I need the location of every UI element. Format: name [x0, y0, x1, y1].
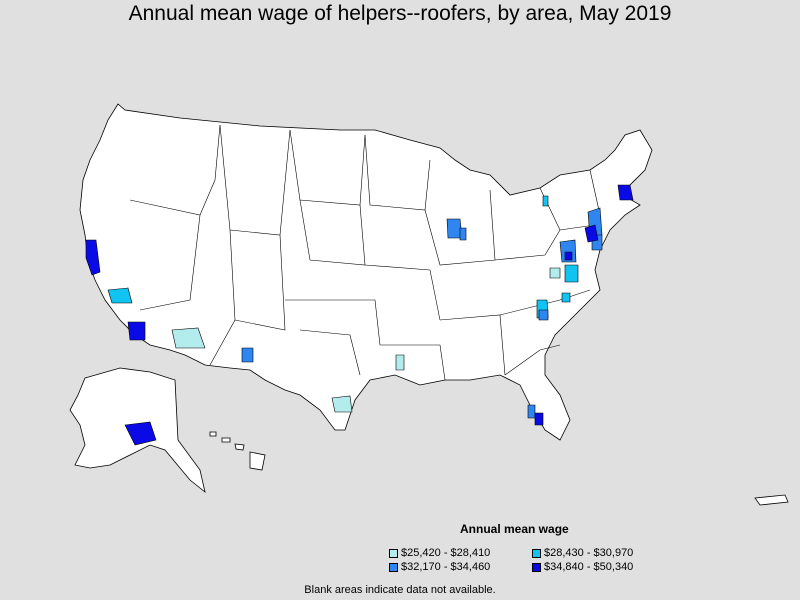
area-michigan [542, 195, 549, 207]
area-tucson [171, 327, 206, 349]
legend-label: $28,430 - $30,970 [544, 547, 634, 559]
legend-item: $25,420 - $28,410 [389, 547, 490, 559]
legend-label: $25,420 - $28,410 [401, 547, 491, 559]
legend-title: Annual mean wage [460, 522, 569, 536]
wage-areas [85, 184, 634, 446]
area-florida [527, 404, 536, 419]
map-title: Annual mean wage of helpers--roofers, by… [128, 2, 672, 25]
area-mississippi [395, 354, 405, 371]
area-washington [564, 251, 573, 261]
area-charlotte [538, 309, 549, 321]
area-carolina [561, 292, 571, 303]
legend-label: $32,170 - $34,460 [401, 561, 491, 573]
puerto-rico-outline [754, 494, 789, 506]
legend-item: $32,170 - $34,460 [389, 561, 490, 573]
hawaii-islands [209, 431, 266, 471]
legend-item: $28,430 - $30,970 [532, 547, 633, 559]
legend-swatch [389, 548, 398, 558]
legend-label: $34,840 - $50,340 [544, 561, 634, 573]
contiguous-us-outline [79, 103, 653, 441]
area-san-francisco [85, 239, 101, 276]
area-el-paso [241, 347, 254, 363]
area-los-angeles [127, 321, 146, 341]
area-anchorage [124, 421, 157, 446]
footnote: Blank areas indicate data not available. [304, 584, 496, 596]
area-tampa [534, 412, 544, 426]
legend-swatch [532, 562, 541, 572]
legend-swatch [532, 548, 541, 558]
area-gary [459, 227, 467, 241]
area-new-york [584, 224, 599, 243]
area-san-antonio [331, 395, 353, 413]
state-borders [129, 124, 601, 381]
area-virginia [549, 267, 561, 279]
area-boston [617, 184, 634, 201]
area-riverside [107, 287, 133, 304]
legend-swatch [389, 562, 398, 572]
legend-item: $34,840 - $50,340 [532, 561, 633, 573]
area-virginia-beach [564, 264, 579, 283]
